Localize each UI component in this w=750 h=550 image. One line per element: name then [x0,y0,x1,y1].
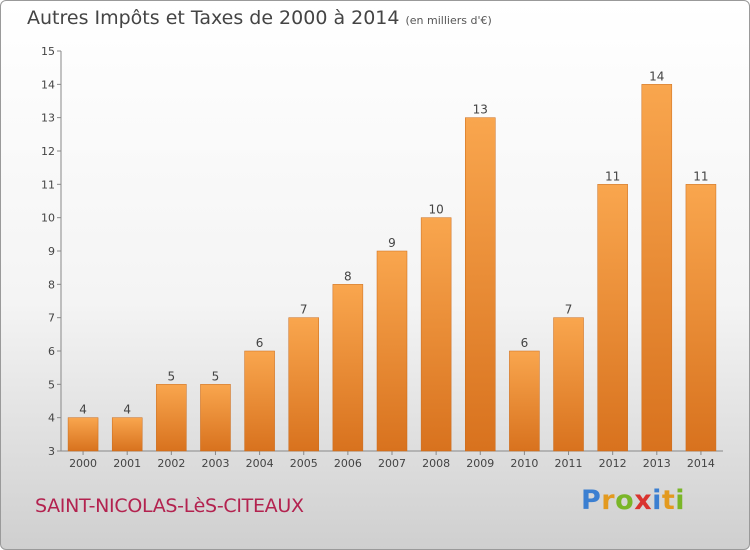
x-tick-label: 2009 [466,457,494,470]
bar-2002 [156,384,187,452]
bar-value-label: 13 [473,103,488,117]
bar-2007 [376,250,408,452]
bar-value-label: 6 [521,336,529,350]
y-tick-label: 3 [48,445,55,458]
commune-name: SAINT-NICOLAS-LèS-CITEAUX [35,495,304,517]
bar-value-label: 14 [649,69,664,83]
bar-2012 [597,184,628,452]
logo-letter: i [652,485,662,516]
bar-value-label: 5 [212,369,220,383]
chart-title: Autres Impôts et Taxes de 2000 à 2014 (en… [27,7,492,29]
bar-value-label: 11 [693,169,708,183]
y-tick-label: 6 [48,345,55,358]
bar-2011 [553,317,584,452]
x-tick-label: 2006 [334,457,362,470]
bar-value-label: 10 [428,203,443,217]
y-tick-label: 8 [48,278,55,291]
logo-letter: P [581,485,602,516]
logo-letter: x [634,485,653,516]
y-tick-label: 14 [41,78,55,91]
y-tick-label: 13 [41,112,55,125]
x-tick-label: 2005 [290,457,318,470]
bar-2006 [332,284,364,452]
bar-value-label: 4 [123,403,131,417]
x-tick-label: 2008 [422,457,450,470]
bar-2003 [200,384,231,452]
bar-value-label: 4 [79,403,87,417]
bar-2000 [67,417,99,452]
chart-subtitle: (en milliers d'€) [405,14,492,27]
bar-2008 [420,217,452,452]
bar-2009 [465,117,496,452]
logo-letter: r [601,485,616,516]
chart-title-text: Autres Impôts et Taxes de 2000 à 2014 [27,7,400,29]
bar-2001 [111,417,143,452]
proxiti-logo[interactable]: Proxiti [581,485,685,516]
x-tick-label: 2004 [246,457,274,470]
y-tick-label: 7 [48,312,55,325]
x-tick-label: 2003 [201,457,229,470]
bar-2005 [288,317,319,452]
bar-value-label: 8 [344,269,352,283]
logo-letter: i [675,485,686,516]
bar-value-label: 7 [300,303,308,317]
y-tick-label: 4 [48,412,55,425]
bar-2014 [685,184,717,452]
x-tick-label: 2010 [510,457,538,470]
bar-value-label: 7 [565,303,573,317]
x-tick-label: 2007 [378,457,406,470]
bar-2004 [244,350,275,452]
y-tick-label: 5 [48,378,55,391]
logo-letter: t [661,485,676,516]
bar-value-label: 11 [605,169,620,183]
bar-value-label: 6 [256,336,264,350]
bar-2010 [509,350,540,452]
y-tick-label: 9 [48,245,55,258]
y-tick-label: 15 [41,45,55,58]
bar-value-label: 9 [388,236,396,250]
x-tick-label: 2014 [687,457,715,470]
x-tick-label: 2012 [599,457,627,470]
bar-2013 [641,84,673,452]
x-tick-label: 2002 [157,457,185,470]
x-tick-label: 2000 [69,457,97,470]
y-tick-label: 12 [41,145,55,158]
x-tick-label: 2001 [113,457,141,470]
x-tick-label: 2013 [643,457,671,470]
bar-value-label: 5 [168,369,176,383]
x-tick-label: 2011 [555,457,583,470]
logo-letter: o [615,485,635,516]
y-tick-label: 11 [41,178,55,191]
y-tick-label: 10 [41,212,55,225]
